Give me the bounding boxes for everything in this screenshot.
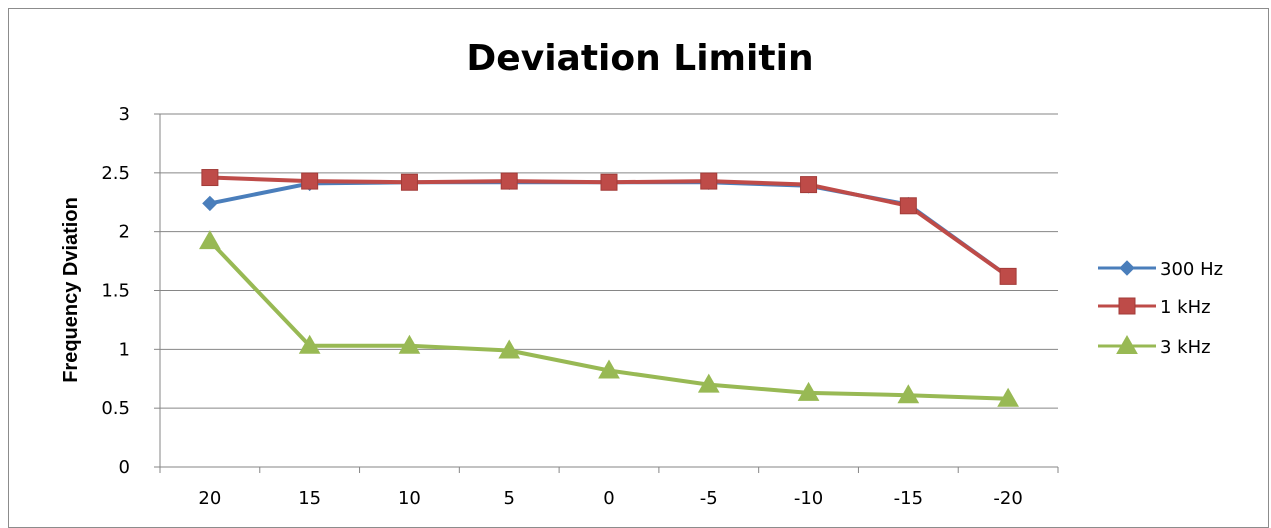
data-point	[202, 195, 218, 212]
data-point	[498, 339, 521, 359]
legend-item: 1 kHz	[1098, 297, 1211, 318]
x-tick-label: 10	[398, 488, 421, 509]
y-tick-labels: 0 0.5 1 1.5 2 2.5 3	[101, 104, 130, 478]
data-point	[500, 172, 518, 190]
y-tick-label: 2	[119, 222, 130, 243]
axes	[154, 113, 1059, 473]
data-point	[600, 173, 618, 191]
y-tick-label: 0.5	[101, 398, 130, 419]
line-chart: Deviation Limitin Frequency Dviation 0 0.…	[60, 38, 1223, 509]
x-tick-label: 15	[298, 488, 321, 509]
data-point	[700, 172, 718, 190]
x-tick-label: 0	[603, 488, 614, 509]
x-tick-label: -15	[894, 488, 923, 509]
series-2	[199, 230, 1019, 407]
data-point	[598, 359, 620, 379]
y-tick-label: 0	[119, 457, 130, 478]
y-tick-label: 3	[119, 104, 130, 125]
legend-marker	[1116, 334, 1138, 354]
data-point	[997, 387, 1019, 407]
data-point	[999, 267, 1017, 285]
data-point	[201, 169, 219, 187]
series-line	[209, 175, 1010, 279]
data-point	[298, 334, 321, 354]
data-point	[897, 384, 920, 404]
chart-title: Deviation Limitin	[466, 38, 813, 79]
x-tick-label: -5	[700, 488, 718, 509]
series-line	[209, 180, 1010, 279]
legend-item: 3 kHz	[1098, 334, 1211, 358]
x-tick-label: -20	[993, 488, 1022, 509]
chart-frame	[8, 8, 1269, 528]
data-point	[400, 173, 418, 191]
legend-label: 300 Hz	[1160, 259, 1223, 280]
data-point	[800, 176, 818, 194]
x-tick-label: 5	[503, 488, 514, 509]
data-point	[398, 334, 421, 354]
y-tick-label: 1	[119, 339, 130, 360]
y-tick-label: 2.5	[101, 163, 130, 184]
legend-marker	[1118, 297, 1136, 315]
y-axis-label: Frequency Dviation	[60, 197, 82, 383]
x-tick-label: 20	[198, 488, 221, 509]
series-0	[202, 174, 1016, 285]
data-point	[301, 172, 319, 190]
data-point	[697, 373, 720, 393]
legend-label: 1 kHz	[1160, 297, 1211, 318]
legend: 300 Hz 1 kHz 3 kHz	[1098, 259, 1223, 358]
x-tick-labels: 20 15 10 5 0 -5 -10 -15 -20	[198, 488, 1022, 509]
y-tick-label: 1.5	[101, 281, 130, 302]
data-point	[899, 197, 917, 215]
legend-marker	[1119, 260, 1135, 276]
x-tick-label: -10	[794, 488, 823, 509]
legend-label: 3 kHz	[1160, 337, 1211, 358]
series-group	[199, 169, 1019, 407]
series-1	[201, 169, 1017, 285]
legend-item: 300 Hz	[1098, 259, 1223, 280]
data-point	[199, 230, 221, 250]
data-point	[797, 381, 820, 401]
